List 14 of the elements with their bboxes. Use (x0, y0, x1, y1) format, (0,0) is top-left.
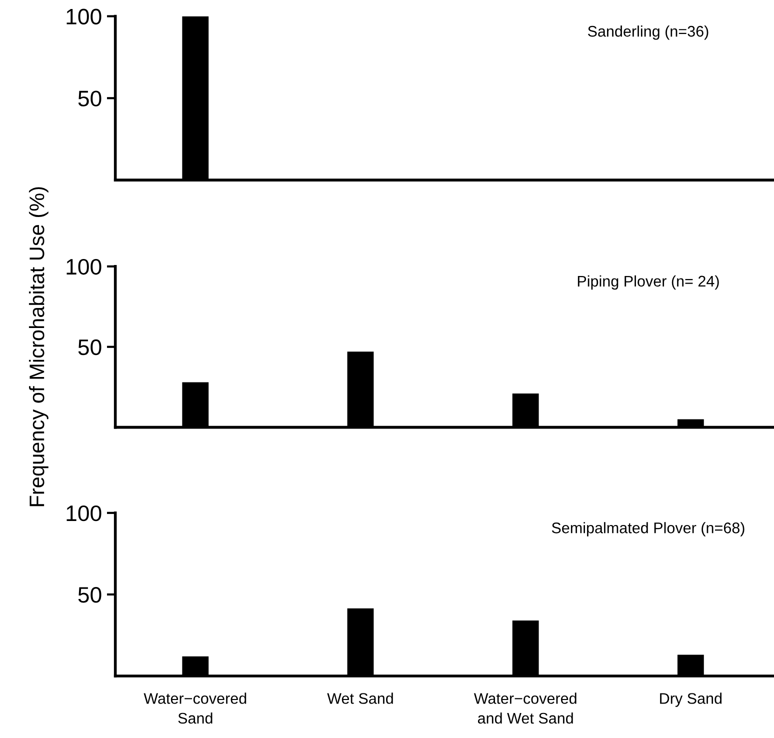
x-tick-label: Wet Sand (327, 692, 393, 704)
x-tick-label: Water−covered and Wet Sand (474, 692, 576, 724)
text: Piping Plover (n= 24) (578, 275, 719, 290)
y-tick-label: 50 (78, 90, 102, 106)
y-tick-label: 50 (78, 586, 102, 603)
y-tick-label: 100 (66, 258, 102, 275)
text: Sanderling (n=36) (588, 26, 708, 40)
y-tick-label: 100 (66, 8, 102, 25)
y-axis-title: Frequency of Microhabitat Use (%) (28, 187, 48, 506)
y-tick-label: 50 (78, 339, 102, 356)
x-tick-label: Dry Sand (660, 692, 722, 707)
x-tick-label: Water−covered Sand (144, 692, 246, 724)
text: Semipalmated Plover (n=68) (552, 522, 744, 536)
y-tick-label: 100 (66, 505, 102, 522)
